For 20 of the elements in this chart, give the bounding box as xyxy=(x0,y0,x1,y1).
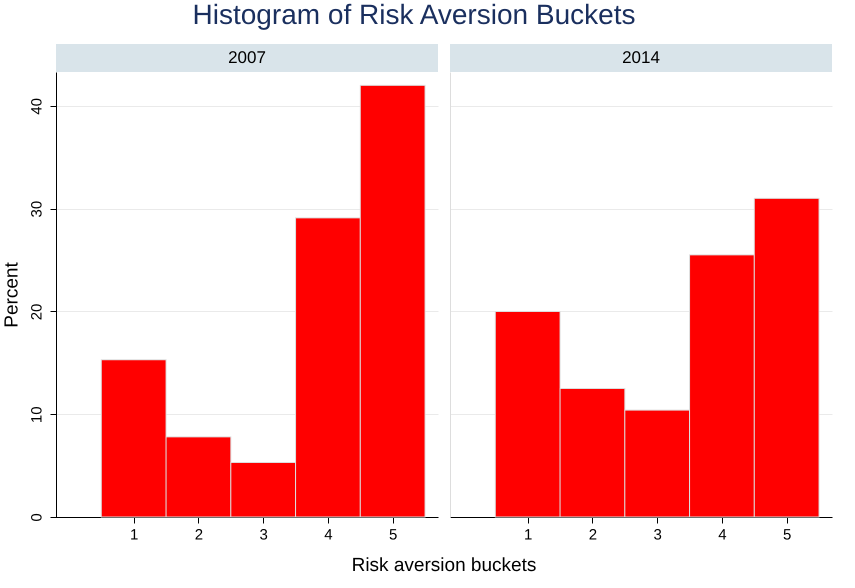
x-tick-label: 3 xyxy=(260,526,268,544)
x-tick-label: 3 xyxy=(654,526,662,544)
y-tick-label: 30 xyxy=(28,200,46,218)
chart-subtitle: 2007 xyxy=(228,48,266,67)
chart-subtitle: 2014 xyxy=(622,48,660,67)
y-tick-label: 10 xyxy=(28,406,46,424)
x-tick-label: 1 xyxy=(524,526,532,544)
x-tick-label: 4 xyxy=(718,526,727,544)
x-tick-label: 2 xyxy=(588,526,598,544)
x-axis-title: Risk aversion buckets xyxy=(352,555,536,576)
y-axis-title: Percent xyxy=(2,262,22,328)
x-tick-label: 5 xyxy=(783,526,792,544)
y-tick-label: 20 xyxy=(28,304,46,320)
x-tick-label: 2 xyxy=(194,526,204,544)
y-tick-label: 40 xyxy=(28,98,46,115)
x-tick-label: 1 xyxy=(130,526,138,544)
x-tick-label: 4 xyxy=(324,526,333,544)
chart-title: Histogram of Risk Aversion Buckets xyxy=(192,0,636,30)
y-tick-label: 0 xyxy=(28,513,46,522)
x-tick-label: 5 xyxy=(389,526,398,544)
